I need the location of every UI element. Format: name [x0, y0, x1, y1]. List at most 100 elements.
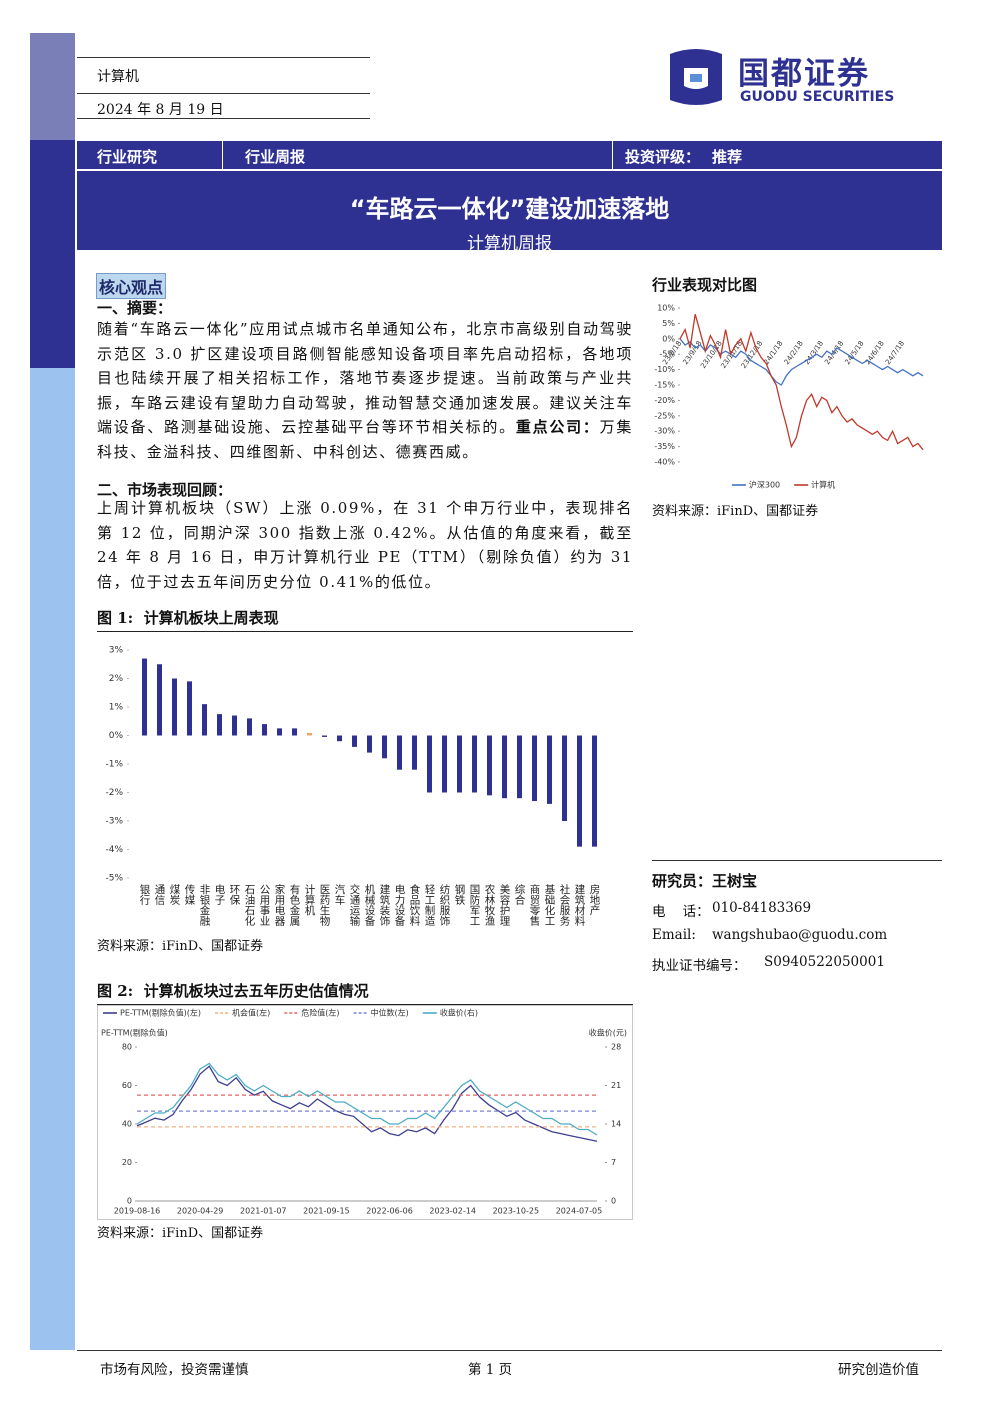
figure-source: 资料来源：iFinD、国都证券: [652, 504, 819, 519]
x-tick-label: 社会服务: [559, 883, 571, 927]
y-tick-label: 3%: [109, 646, 124, 656]
x-tick-label: 医药生物: [319, 884, 331, 927]
bar: [472, 735, 477, 793]
bar: [442, 735, 447, 793]
banner-rating: 推荐: [712, 148, 743, 166]
x-tick-label: 银行: [139, 883, 151, 906]
x-tick-label: 公用事业: [259, 884, 271, 926]
bar: [577, 735, 582, 847]
y2-tick-label: 21: [611, 1081, 621, 1090]
x-tick-label: 2022-06-06: [366, 1207, 413, 1216]
section-title: 一、摘要：: [97, 299, 173, 317]
bar: [427, 735, 432, 793]
legend-label: 沪深300: [749, 480, 780, 490]
chart-frame: [97, 1005, 633, 1220]
figure-source: 资料来源：iFinD、国都证券: [97, 1226, 264, 1241]
section-title: 二、市场表现回顾：: [97, 481, 233, 499]
bar: [517, 735, 522, 799]
y-axis-title: PE-TTM(剔除负值): [101, 1028, 168, 1038]
bar: [367, 735, 372, 753]
x-tick-label: 环保: [229, 884, 241, 906]
bar: [337, 735, 342, 742]
legend-label: 中位数(左): [371, 1008, 409, 1018]
bar: [547, 735, 552, 804]
footer-risk: 市场有风险，投资需谨慎: [100, 1362, 249, 1378]
key-label: 重点公司：: [515, 418, 600, 436]
legend-label: 危险值(左): [301, 1008, 339, 1018]
y-tick-label: -2%: [105, 788, 123, 798]
y2-tick-label: 14: [611, 1120, 621, 1129]
bar: [382, 735, 387, 759]
market-paragraph: 上周计算机板块（SW）上涨 0.09%，在 31 个申万行业中，表现排名第 12…: [97, 499, 633, 591]
x-tick-label: 国防军工: [469, 884, 481, 926]
x-tick-label: 2021-09-15: [303, 1207, 350, 1216]
header-date: 2024 年 8 月 19 日: [97, 102, 224, 118]
x-tick-label: 24/5/18: [843, 340, 865, 367]
phone-label: 电 话：: [652, 904, 710, 920]
x-tick-label: 2023-02-14: [429, 1207, 476, 1216]
valuation-chart: 0 20 40 60 80 0 7 14 21 28 PE-TTM(剔除负值) 收盘价(元) 2019-…: [97, 1005, 633, 1220]
bar: [247, 718, 252, 736]
y2-tick-label: 0: [611, 1197, 616, 1206]
y-tick-label: 10%: [657, 304, 675, 313]
header-rule: [77, 93, 370, 94]
y-tick-label: 80: [122, 1043, 132, 1052]
x-tick-label: 2020-04-29: [177, 1207, 224, 1216]
x-tick-label: 钢铁: [454, 883, 466, 906]
analyst-rule: [652, 860, 942, 861]
bar: [322, 735, 327, 737]
y-tick-label: -35%: [654, 442, 675, 451]
y2-tick-label: 7: [611, 1158, 616, 1167]
x-tick-label: 汽车: [334, 883, 346, 906]
banner-divider: [612, 141, 613, 169]
y-tick-label: -4%: [105, 845, 123, 855]
figure-title: 行业表现对比图: [652, 276, 758, 294]
series-line: [136, 1065, 598, 1142]
bar: [352, 735, 357, 747]
header-rule: [77, 118, 370, 119]
bar-chart: 3% 2% 1% 0% -1% -2% -3% -4% -5% 银行 通信 煤炭 传媒 非银金融 电子 环保石…: [105, 646, 601, 927]
comparison-chart: 10%5%0%-5%-10%-15%-20%-25%-30%-35%-40%23…: [654, 304, 924, 490]
y-tick-label: 60: [122, 1081, 132, 1090]
banner-rating-label: 投资评级：: [625, 148, 701, 166]
series-line: [679, 314, 924, 451]
x-tick-label: 食品饮料: [409, 883, 421, 927]
x-tick-label: 24/2/18: [783, 340, 805, 367]
y-tick-label: -15%: [654, 381, 675, 390]
header-industry: 计算机: [97, 69, 139, 85]
logo-name: 国都证券: [738, 56, 870, 92]
footer-page: 第 1 页: [468, 1362, 513, 1378]
x-tick-label: 基础化工: [544, 883, 556, 926]
x-tick-label: 家用电器: [274, 883, 286, 927]
cert-label: 执业证书编号：: [652, 958, 747, 974]
y-tick-label: -10%: [654, 365, 675, 374]
x-tick-label: 2019-08-16: [114, 1207, 161, 1216]
report-title: “车路云一体化”建设加速落地: [349, 195, 670, 223]
summary-paragraph: 随着“车路云一体化”应用试点城市名单通知公布，北京市高级别自动驾驶示范区 3.0…: [97, 317, 633, 464]
y-tick-label: 2%: [109, 674, 124, 684]
legend-label: PE-TTM(剔除负值)(左): [120, 1008, 201, 1018]
y-tick-label: 20: [122, 1158, 132, 1167]
x-tick-label: 24/6/18: [864, 340, 886, 367]
y-tick-label: 0: [127, 1197, 132, 1206]
y2-tick-label: 28: [611, 1043, 621, 1052]
analyst-title: 研究员：王树宝: [652, 872, 758, 890]
y-tick-label: 0%: [662, 334, 675, 343]
phone: 010-84183369: [712, 900, 812, 916]
x-tick-label: 建筑材料: [574, 883, 586, 927]
sidebar-bottom: [30, 368, 75, 1350]
x-tick-label: 电子: [214, 883, 226, 905]
x-tick-label: 纺织服饰: [439, 883, 451, 927]
y-tick-label: -5%: [105, 874, 123, 884]
logo-mark: [670, 49, 722, 105]
figure-title: 图 1: 计算机板块上周表现: [97, 607, 633, 632]
x-tick-label: 石油石化: [244, 884, 256, 927]
banner-report-type: 行业周报: [245, 148, 306, 166]
y-tick-label: -20%: [654, 396, 675, 405]
x-tick-label: 房地产: [589, 883, 601, 916]
y-tick-label: -25%: [654, 411, 675, 420]
x-tick-label: 24/7/18: [884, 340, 906, 367]
banner-category: 行业研究: [97, 148, 158, 166]
